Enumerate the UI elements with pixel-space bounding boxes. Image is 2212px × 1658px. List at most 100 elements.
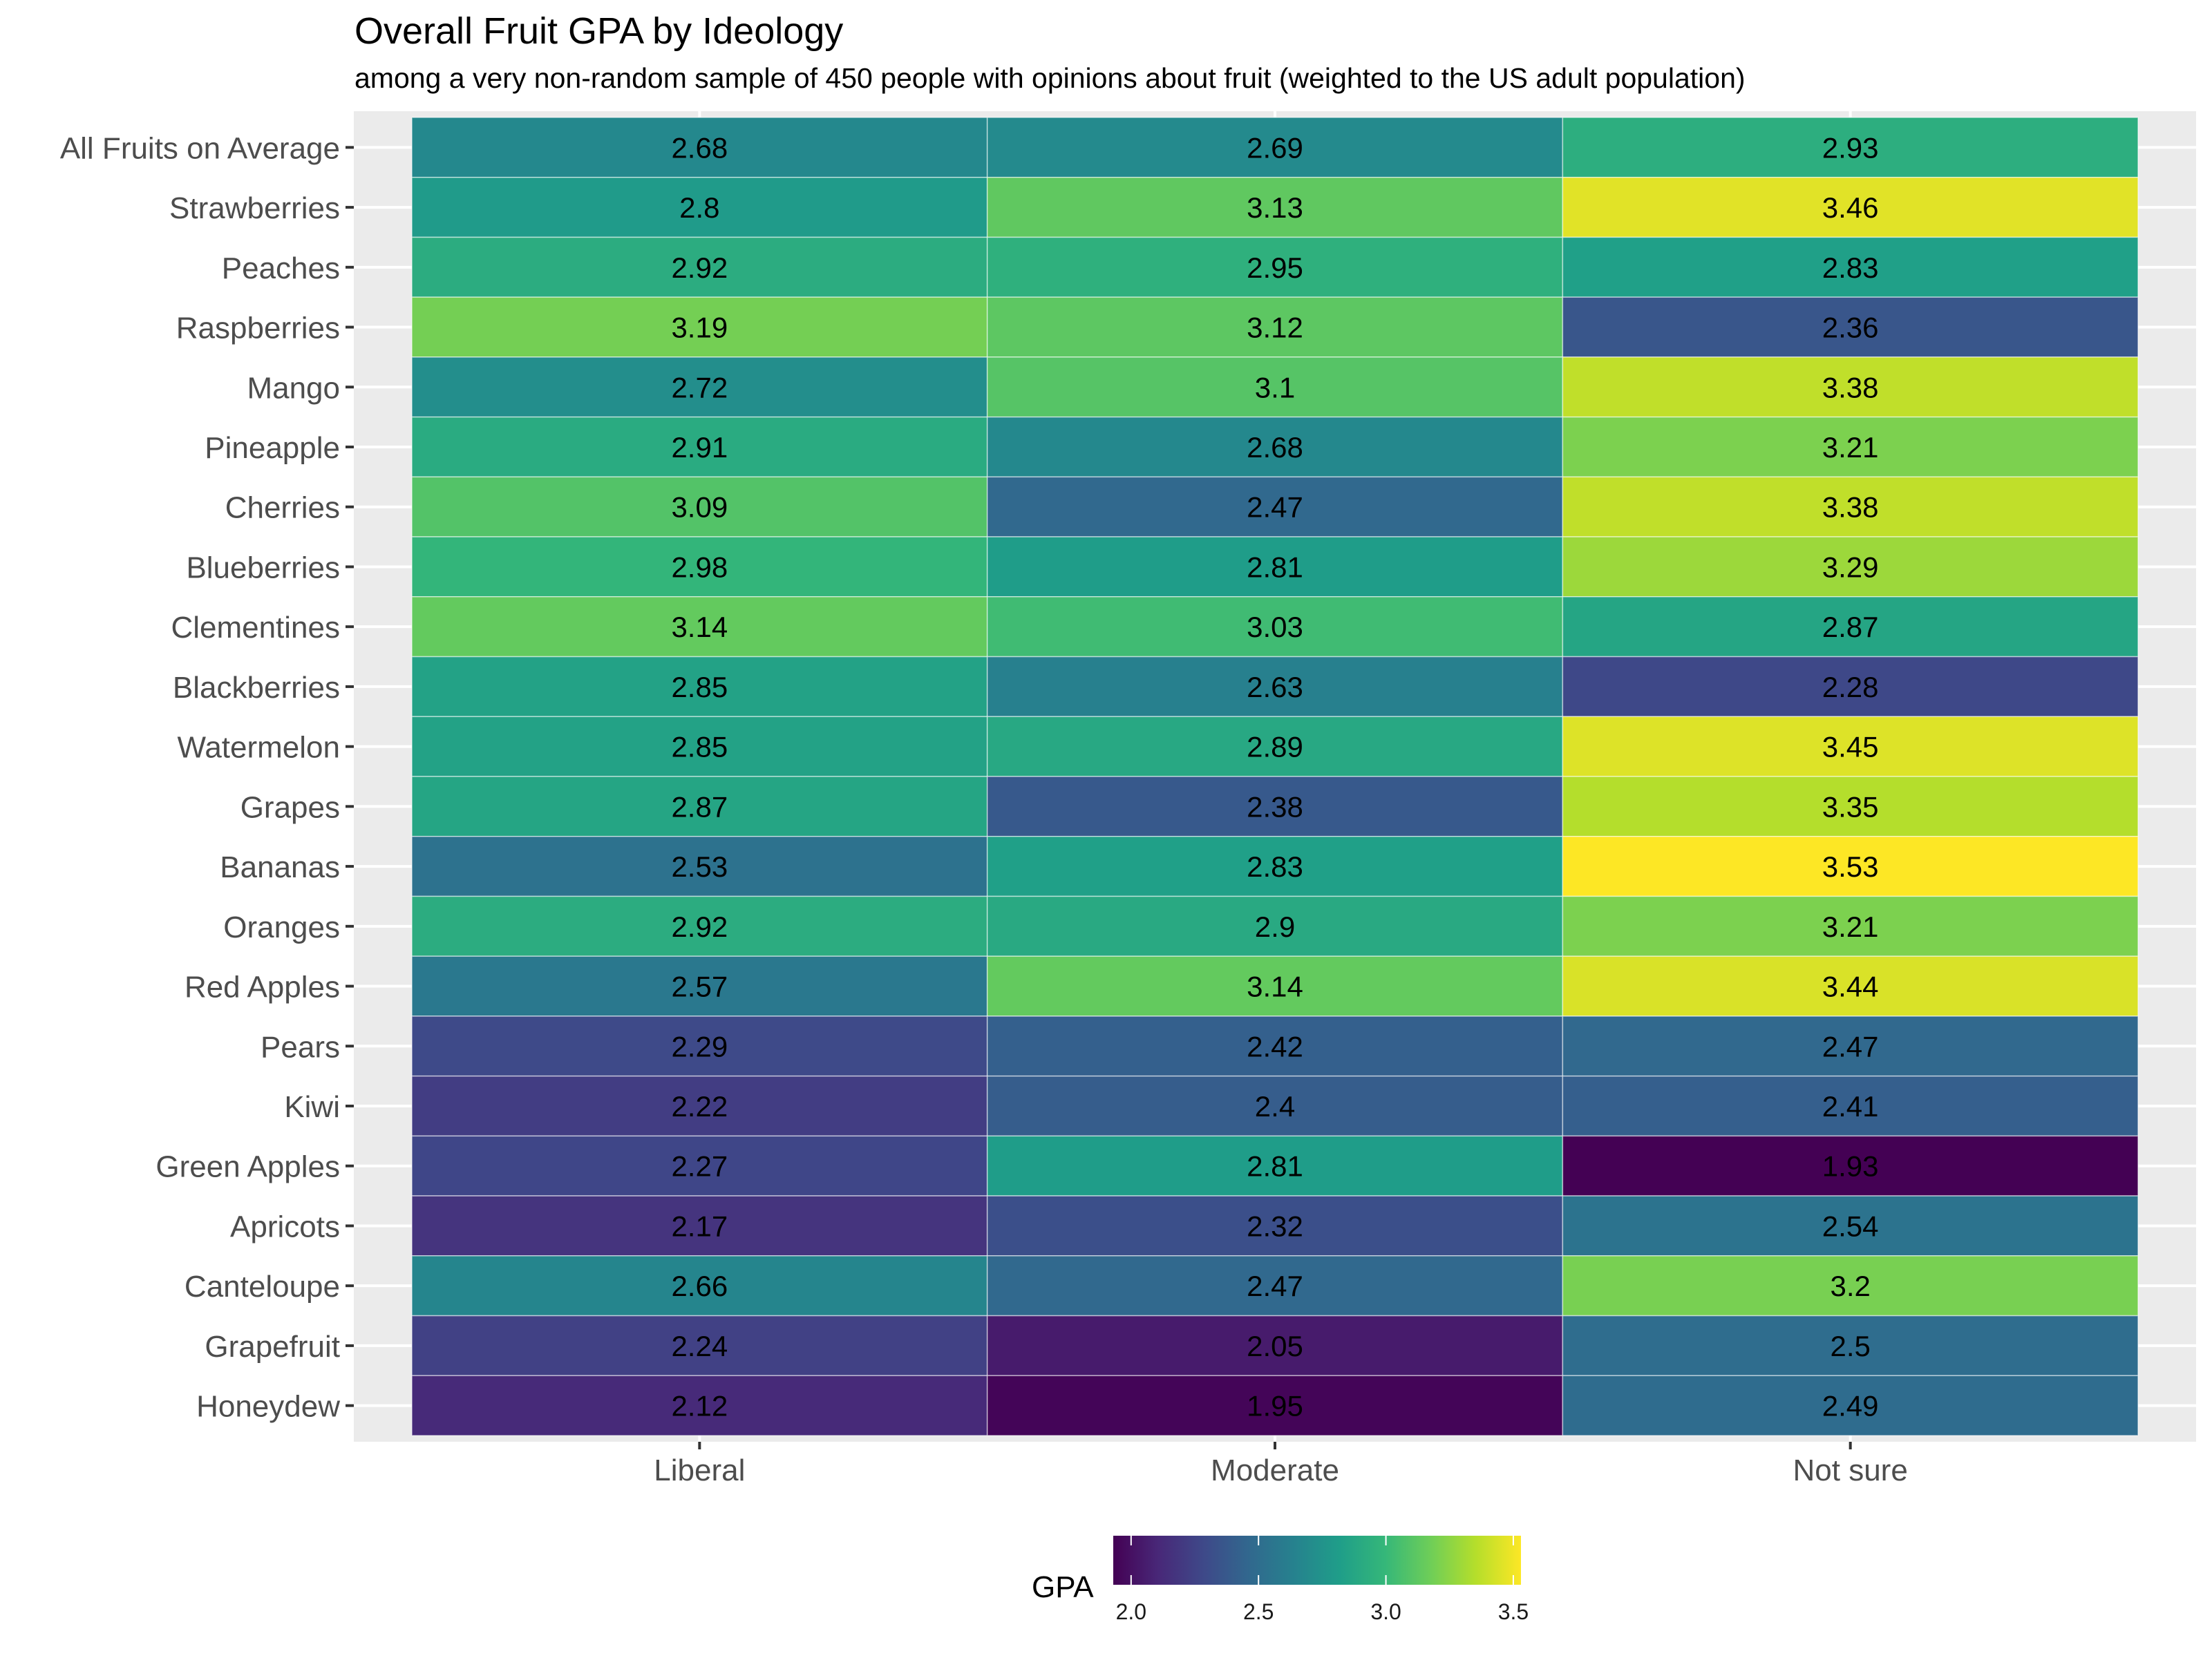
heatmap-tile: [986, 955, 1564, 1017]
cell-value-label: 2.63: [1247, 671, 1303, 703]
heatmap-tiles: [411, 117, 2139, 1436]
cell-value-label: 2.47: [1247, 1270, 1303, 1302]
cell-value-label: 2.91: [671, 431, 728, 464]
cell-value-label: 2.36: [1822, 312, 1879, 344]
y-axis-tick-label: Kiwi: [284, 1090, 340, 1124]
y-axis-tick-label: Grapes: [240, 790, 340, 824]
heatmap-tile: [986, 356, 1564, 418]
cell-value-label: 3.38: [1822, 491, 1879, 524]
y-axis-tick-label: Raspberries: [176, 312, 340, 345]
cell-value-label: 2.49: [1822, 1390, 1879, 1422]
heatmap-tile: [411, 895, 988, 957]
heatmap-tile: [986, 236, 1564, 298]
heatmap-tile: [1562, 1195, 2139, 1257]
cell-value-label: 3.09: [671, 491, 728, 524]
heatmap-tile: [1562, 1375, 2139, 1436]
heatmap-tile: [986, 776, 1564, 837]
legend-tick-label: 2.0: [1116, 1599, 1146, 1624]
cell-value-label: 2.8: [679, 191, 719, 224]
cell-value-label: 2.83: [1822, 251, 1879, 284]
heatmap-tile: [986, 1375, 1564, 1436]
cell-labels: 2.68 2.69 2.93 2.8 3.13 3.46 2.92 2.95 2.83 3.19 3…: [671, 131, 1878, 1422]
y-axis-tick-label: Red Apples: [185, 971, 340, 1004]
cell-value-label: 2.27: [671, 1150, 728, 1183]
x-axis-tick-label: Moderate: [1211, 1454, 1339, 1487]
heatmap-tile: [1562, 416, 2139, 478]
y-axis-tick-label: Clementines: [171, 611, 340, 645]
heatmap-tile: [986, 835, 1564, 897]
heatmap-tile: [986, 416, 1564, 478]
heatmap-tile: [986, 1075, 1564, 1137]
heatmap-tile: [1562, 656, 2139, 718]
cell-value-label: 2.72: [671, 371, 728, 403]
cell-value-label: 2.12: [671, 1390, 728, 1422]
heatmap-tile: [411, 117, 988, 178]
cell-value-label: 2.69: [1247, 131, 1303, 164]
y-axis-tick-label: Blackberries: [173, 671, 340, 705]
cell-value-label: 2.22: [671, 1090, 728, 1123]
heatmap-tile: [986, 536, 1564, 598]
cell-value-label: 2.93: [1822, 131, 1879, 164]
cell-value-label: 2.92: [671, 251, 728, 284]
heatmap-tile: [411, 176, 988, 238]
cell-value-label: 2.81: [1247, 551, 1303, 583]
cell-value-label: 3.53: [1822, 850, 1879, 883]
legend-tick-label: 3.0: [1370, 1599, 1401, 1624]
y-axis-tick-label: Oranges: [223, 911, 340, 944]
cell-value-label: 3.38: [1822, 371, 1879, 403]
cell-value-label: 3.03: [1247, 611, 1303, 643]
cell-value-label: 2.95: [1247, 251, 1303, 284]
cell-value-label: 3.35: [1822, 790, 1879, 823]
y-axis-tick-label: Strawberries: [169, 191, 340, 225]
cell-value-label: 2.85: [671, 671, 728, 703]
heatmap-tile: [1562, 536, 2139, 598]
y-axis-tick-label: Canteloupe: [185, 1270, 340, 1304]
y-axis: All Fruits on Average Strawberries Peaches…: [60, 131, 354, 1424]
heatmap-tile: [1562, 1255, 2139, 1317]
cell-value-label: 3.29: [1822, 551, 1879, 583]
cell-value-label: 2.4: [1255, 1090, 1295, 1123]
cell-value-label: 3.1: [1255, 371, 1295, 403]
cell-value-label: 2.41: [1822, 1090, 1879, 1123]
legend-tick-label: 3.5: [1498, 1599, 1529, 1624]
cell-value-label: 3.19: [671, 312, 728, 344]
heatmap-tile: [986, 716, 1564, 777]
heatmap-tile: [411, 1315, 988, 1377]
heatmap-tile: [411, 776, 988, 837]
cell-value-label: 2.28: [1822, 671, 1879, 703]
heatmap-tile: [986, 476, 1564, 537]
cell-value-label: 2.9: [1255, 911, 1295, 943]
y-axis-tick-label: Blueberries: [186, 551, 340, 584]
heatmap-tile: [986, 1135, 1564, 1197]
cell-value-label: 2.53: [671, 850, 728, 883]
heatmap-tile: [1562, 236, 2139, 298]
heatmap-tile: [1562, 596, 2139, 658]
heatmap-tile: [411, 236, 988, 298]
cell-value-label: 2.68: [1247, 431, 1303, 464]
cell-value-label: 2.92: [671, 911, 728, 943]
cell-value-label: 2.17: [671, 1210, 728, 1242]
chart-subtitle: among a very non-random sample of 450 pe…: [355, 62, 1746, 94]
cell-value-label: 2.54: [1822, 1210, 1879, 1242]
cell-value-label: 2.47: [1247, 491, 1303, 524]
cell-value-label: 2.32: [1247, 1210, 1303, 1242]
cell-value-label: 3.21: [1822, 911, 1879, 943]
heatmap-tile: [1562, 835, 2139, 897]
heatmap-tile: [1562, 895, 2139, 957]
cell-value-label: 2.68: [671, 131, 728, 164]
heatmap-tile: [1562, 776, 2139, 837]
cell-value-label: 3.2: [1830, 1270, 1870, 1302]
heatmap-tile: [1562, 1315, 2139, 1377]
y-axis-tick-label: Bananas: [220, 850, 340, 884]
cell-value-label: 3.14: [1247, 971, 1303, 1003]
legend-title: GPA: [1032, 1570, 1094, 1604]
cell-value-label: 2.81: [1247, 1150, 1303, 1183]
heatmap-tile: [411, 416, 988, 478]
cell-value-label: 2.85: [671, 731, 728, 763]
heatmap-tile: [1562, 176, 2139, 238]
cell-value-label: 2.42: [1247, 1030, 1303, 1063]
y-axis-tick-label: Green Apples: [155, 1150, 340, 1184]
heatmap-tile: [986, 296, 1564, 358]
cell-value-label: 2.83: [1247, 850, 1303, 883]
